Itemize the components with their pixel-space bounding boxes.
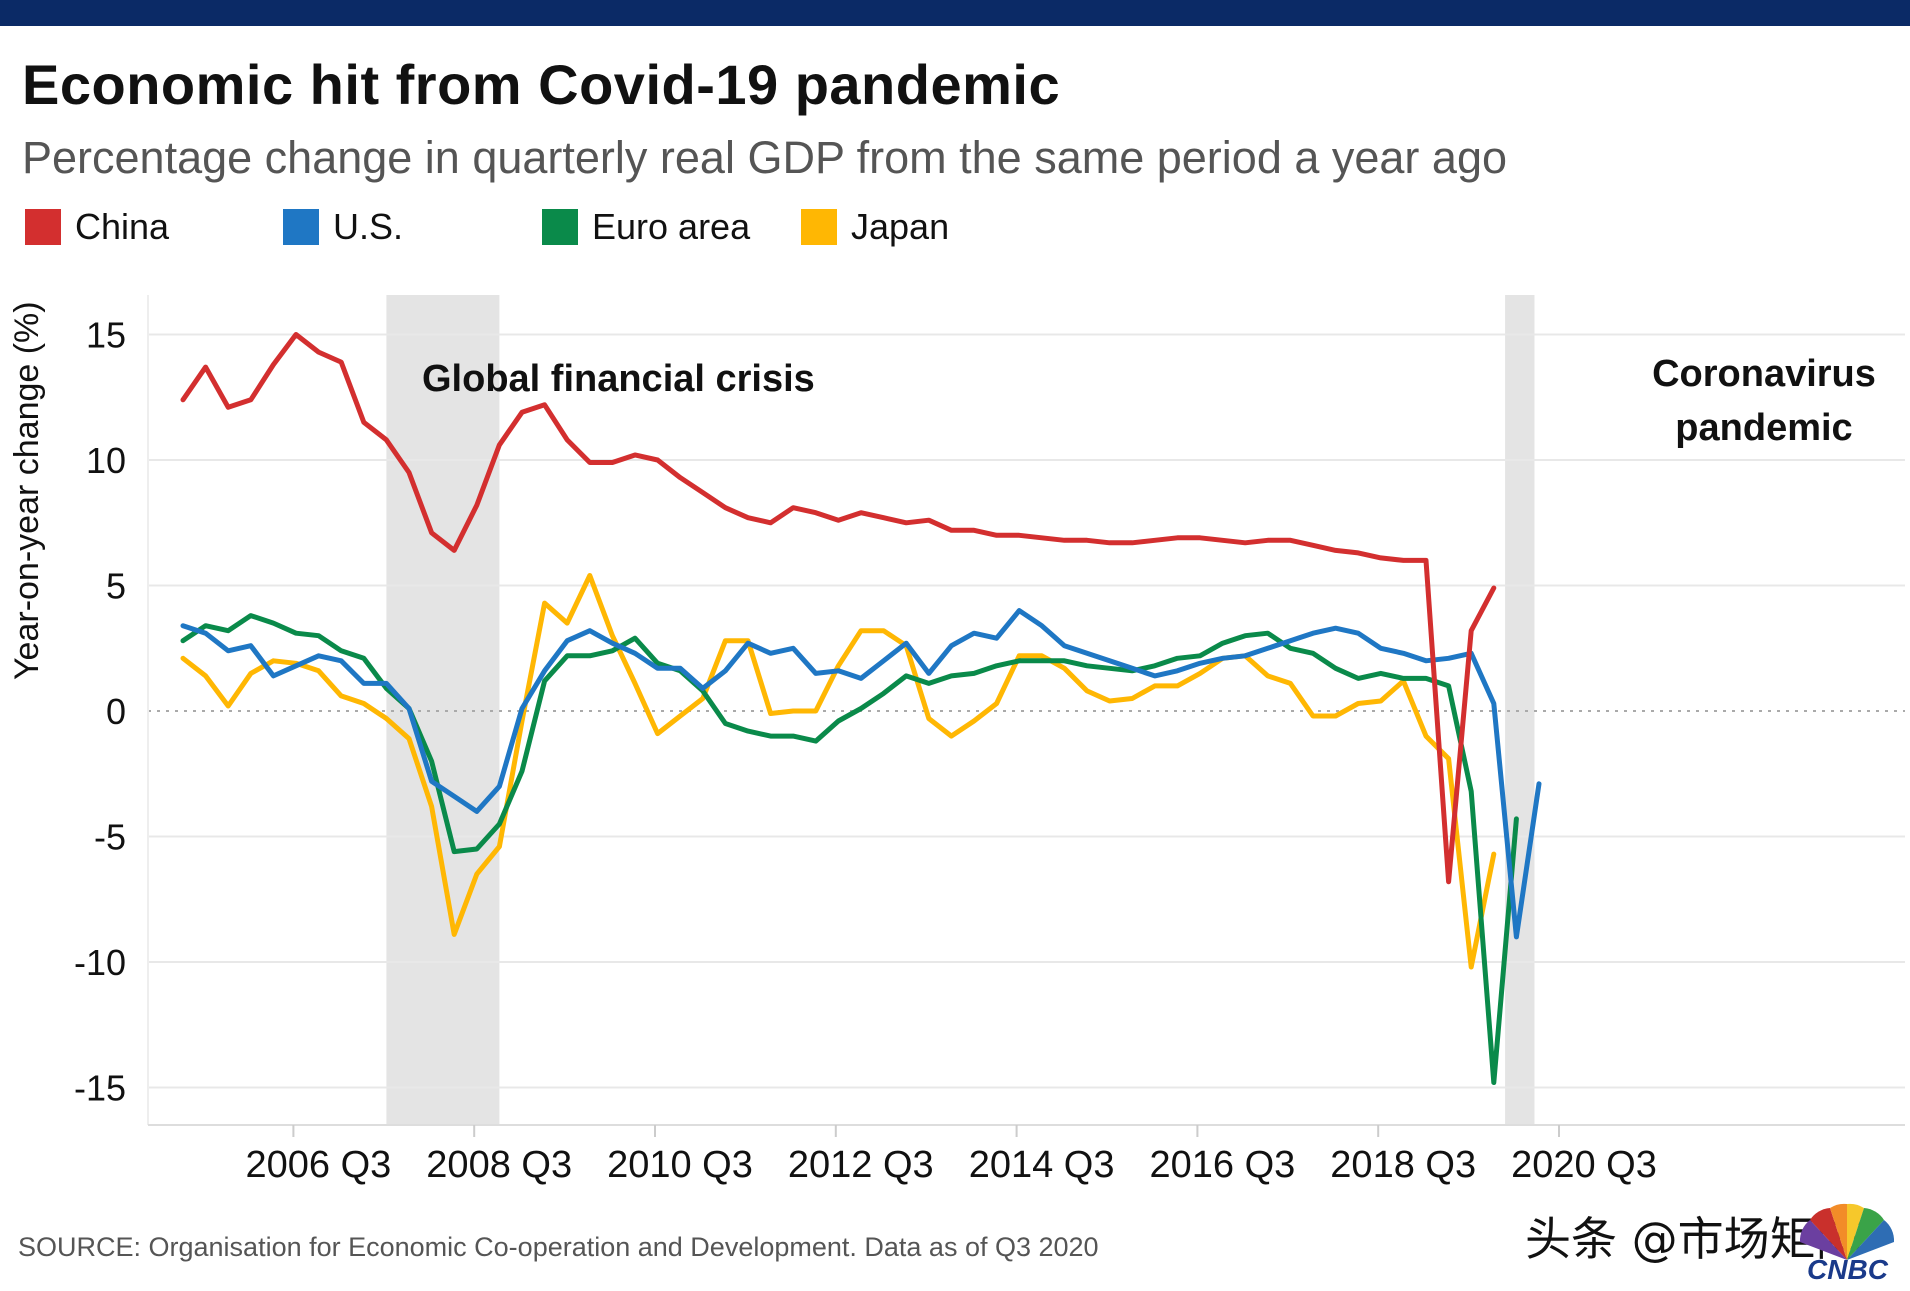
chart-legend: China U.S. Euro area Japan bbox=[25, 206, 1025, 250]
legend-item-japan: Japan bbox=[801, 206, 949, 248]
y-tick-label: -15 bbox=[74, 1068, 126, 1109]
x-tick-label: 2010 Q3 bbox=[607, 1144, 753, 1186]
legend-label-china: China bbox=[75, 206, 170, 247]
x-tick-label: 2012 Q3 bbox=[788, 1144, 934, 1186]
legend-item-china: China bbox=[25, 206, 169, 248]
cnbc-logo: CNBC bbox=[1790, 1198, 1905, 1288]
y-tick-label: -10 bbox=[74, 942, 126, 983]
source-note: SOURCE: Organisation for Economic Co-ope… bbox=[18, 1232, 1099, 1262]
legend-item-us: U.S. bbox=[283, 206, 403, 248]
x-tick-label: 2020 Q3 bbox=[1511, 1144, 1657, 1186]
shaded-region-financial-crisis bbox=[386, 295, 500, 1125]
legend-swatch-us bbox=[283, 209, 319, 245]
y-axis-label: Year-on-year change (%) bbox=[8, 301, 46, 680]
y-tick-label: -5 bbox=[94, 817, 126, 858]
annotation-pandemic-line: Coronavirus bbox=[1652, 353, 1876, 395]
annotation-pandemic-line: pandemic bbox=[1675, 407, 1852, 449]
y-tick-label: 5 bbox=[106, 566, 126, 607]
top-brand-bar bbox=[0, 0, 1910, 26]
y-tick-label: 15 bbox=[86, 315, 126, 356]
x-tick-label: 2018 Q3 bbox=[1330, 1144, 1476, 1186]
peacock-icon bbox=[1799, 1203, 1895, 1260]
x-tick-label: 2014 Q3 bbox=[969, 1144, 1115, 1186]
series-line-u-s bbox=[180, 608, 1542, 940]
legend-swatch-japan bbox=[801, 209, 837, 245]
legend-swatch-china bbox=[25, 209, 61, 245]
legend-label-japan: Japan bbox=[851, 206, 950, 247]
legend-item-euro-area: Euro area bbox=[542, 206, 750, 248]
x-tick-label: 2006 Q3 bbox=[246, 1144, 392, 1186]
logo-text: CNBC bbox=[1807, 1254, 1888, 1285]
x-tick-label: 2008 Q3 bbox=[426, 1144, 572, 1186]
annotation-financial-crisis: Global financial crisis bbox=[422, 358, 815, 400]
series-line-china bbox=[180, 332, 1497, 885]
x-tick-label: 2016 Q3 bbox=[1150, 1144, 1296, 1186]
legend-label-euro-area: Euro area bbox=[592, 206, 751, 247]
y-tick-label: 0 bbox=[106, 691, 126, 732]
legend-swatch-euro-area bbox=[542, 209, 578, 245]
chart-subtitle: Percentage change in quarterly real GDP … bbox=[22, 132, 1507, 183]
chart-title: Economic hit from Covid-19 pandemic bbox=[22, 53, 1061, 116]
legend-label-us: U.S. bbox=[333, 206, 404, 247]
y-tick-label: 10 bbox=[86, 440, 126, 481]
series-line-japan bbox=[180, 573, 1497, 970]
